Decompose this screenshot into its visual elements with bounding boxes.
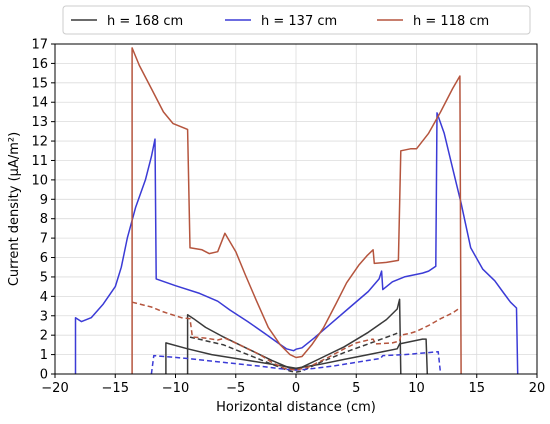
series-line-2 (189, 332, 398, 373)
y-tick-label: 1 (40, 348, 48, 363)
legend-label: h = 168 cm (107, 14, 183, 29)
x-axis-title: Horizontal distance (cm) (216, 400, 376, 415)
y-tick-label: 11 (31, 154, 48, 169)
series-line-1 (165, 338, 429, 375)
x-tick-label: 15 (468, 381, 485, 396)
y-tick-label: 13 (31, 115, 48, 130)
y-axis-title: Current density (μA/m²) (7, 132, 22, 286)
x-tick-label: 5 (352, 381, 360, 396)
x-tick-label: −10 (162, 381, 189, 396)
y-tick-label: 4 (40, 290, 48, 305)
legend-label: h = 137 cm (261, 14, 337, 29)
legend-box (62, 5, 531, 35)
series-line-3 (74, 112, 519, 375)
y-tick-label: 8 (40, 212, 48, 227)
y-tick-label: 9 (40, 193, 48, 208)
series-line-6 (131, 301, 461, 371)
x-tick-label: 20 (529, 381, 546, 396)
series-line-0 (186, 298, 402, 375)
y-tick-label: 5 (40, 270, 48, 285)
y-tick-label: 6 (40, 251, 48, 266)
y-tick-label: 16 (31, 57, 48, 72)
series-line-5 (131, 47, 462, 375)
legend: h = 168 cm h = 137 cm h = 118 cm (62, 5, 531, 35)
y-tick-label: 15 (31, 76, 48, 91)
x-tick-label: −5 (226, 381, 245, 396)
series-lines (74, 47, 519, 375)
legend-label: h = 118 cm (413, 14, 489, 29)
x-tick-label: 0 (292, 381, 300, 396)
x-tick-label: −15 (102, 381, 129, 396)
y-tick-label: 2 (40, 329, 48, 344)
y-tick-label: 7 (40, 232, 48, 247)
x-tick-label: −20 (41, 381, 68, 396)
x-tick-label: 10 (408, 381, 425, 396)
y-tick-label: 17 (31, 38, 48, 53)
y-tick-label: 3 (40, 309, 48, 324)
y-tick-label: 12 (31, 135, 48, 150)
y-tick-label: 0 (40, 368, 48, 383)
axis-ticks: −20 −15 −10 −5 0 5 10 15 20012345678910111213141… (31, 38, 545, 397)
series-line-4 (150, 350, 442, 375)
y-tick-label: 10 (31, 173, 48, 188)
y-tick-label: 14 (31, 96, 48, 111)
